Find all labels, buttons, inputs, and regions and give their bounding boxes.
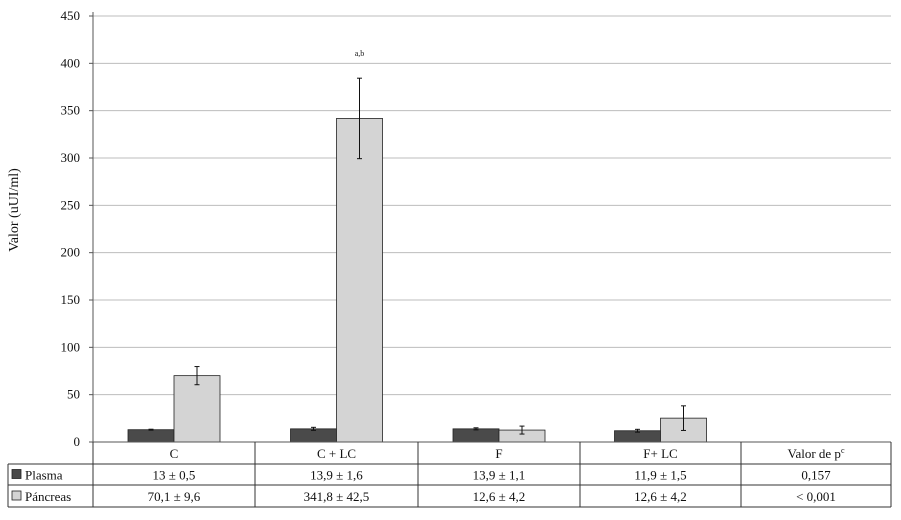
y-tick-label: 200 bbox=[61, 245, 81, 260]
table-cell: 12,6 ± 4,2 bbox=[634, 489, 687, 504]
p-value-header: Valor de pc bbox=[788, 446, 845, 461]
table-cell: 13,9 ± 1,1 bbox=[473, 468, 526, 483]
bars: a,b bbox=[93, 49, 891, 443]
y-tick-label: 250 bbox=[61, 197, 81, 212]
legend-swatch bbox=[11, 469, 22, 479]
bar-plasma bbox=[452, 428, 500, 443]
bar-páncreas bbox=[173, 375, 221, 443]
y-axis: 0 50 100 150 200 250 300 350 400 450 bbox=[61, 8, 94, 449]
bar-páncreas bbox=[336, 118, 383, 443]
table-cell: 341,8 ± 42,5 bbox=[304, 489, 370, 504]
data-table: C C + LC F F+ LC Valor de pc Plasma 13 ± 0,5 13… bbox=[7, 442, 892, 508]
table-cell: 12,6 ± 4,2 bbox=[473, 489, 526, 504]
table-cell: 13 ± 0,5 bbox=[153, 468, 196, 483]
y-tick-label: 50 bbox=[67, 387, 80, 402]
legend-label: Plasma bbox=[25, 468, 63, 483]
y-axis-label: Valor (uUI/ml) bbox=[7, 168, 22, 252]
y-tick-label: 450 bbox=[61, 8, 81, 23]
gridlines bbox=[93, 15, 891, 396]
y-tick-label: 150 bbox=[61, 292, 81, 307]
y-tick-label: 300 bbox=[61, 150, 81, 165]
table-cell: 70,1 ± 9,6 bbox=[148, 489, 201, 504]
p-value-cell: < 0,001 bbox=[796, 489, 836, 504]
table-cell: 11,9 ± 1,5 bbox=[634, 468, 686, 483]
y-tick-label: 100 bbox=[61, 339, 81, 354]
y-tick-label: 0 bbox=[74, 434, 81, 449]
y-tick-label: 350 bbox=[61, 103, 81, 118]
legend-swatch bbox=[11, 490, 22, 501]
y-tick-label: 400 bbox=[61, 55, 81, 70]
legend-label: Páncreas bbox=[25, 489, 71, 504]
x-category-label: F bbox=[495, 446, 502, 461]
significance-annotation: a,b bbox=[355, 49, 365, 58]
x-category-label: F+ LC bbox=[643, 446, 677, 461]
x-category-label: C bbox=[170, 446, 179, 461]
table-cell: 13,9 ± 1,6 bbox=[310, 468, 363, 483]
x-category-label: C + LC bbox=[317, 446, 356, 461]
bar-plasma bbox=[127, 429, 175, 443]
p-value-cell: 0,157 bbox=[801, 468, 831, 483]
